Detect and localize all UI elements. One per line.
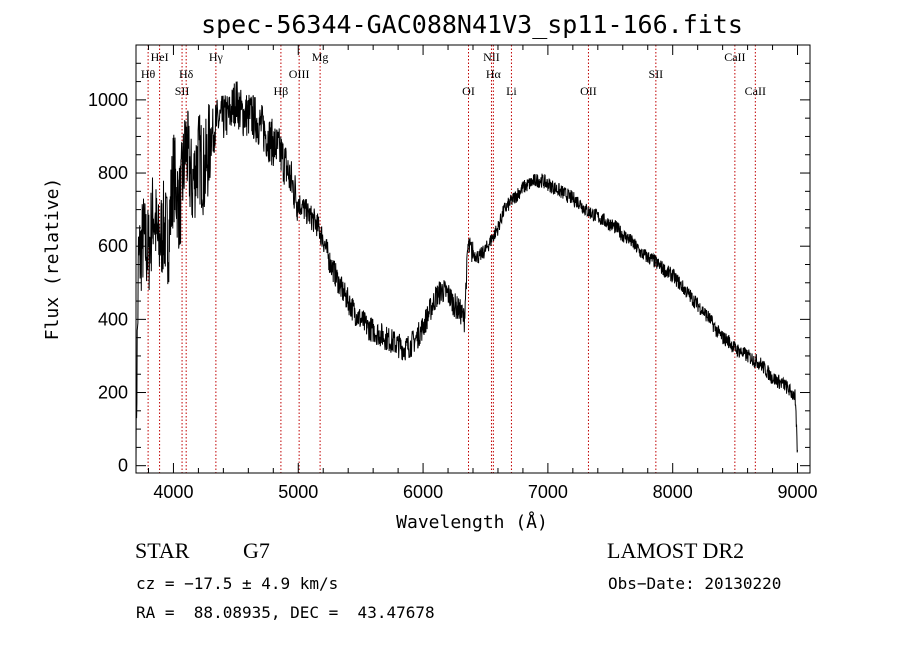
- line-label-15: CaII: [745, 84, 766, 98]
- y-axis-label: Flux (relative): [42, 178, 63, 341]
- x-tick-label-0: 4000: [153, 482, 193, 502]
- x-tick-label-4: 8000: [653, 482, 693, 502]
- x-tick-label-2: 6000: [403, 482, 443, 502]
- x-tick-label-3: 7000: [528, 482, 568, 502]
- x-tick-label-5: 9000: [777, 482, 817, 502]
- survey-name: LAMOST DR2: [607, 538, 745, 563]
- y-tick-label-5: 1000: [88, 90, 128, 110]
- spectrum-series-line: [135, 81, 798, 474]
- coords-text: RA = 88.08935, DEC = 43.47678: [136, 603, 435, 622]
- line-label-10: Hα: [486, 67, 502, 81]
- line-label-8: OI: [462, 84, 475, 98]
- y-tick-label-4: 800: [98, 163, 128, 183]
- y-tick-label-1: 200: [98, 383, 128, 403]
- line-label-1: HeI: [151, 50, 169, 64]
- line-label-9: NII: [483, 50, 500, 64]
- y-tick-label-3: 600: [98, 236, 128, 256]
- line-label-5: Hβ: [274, 84, 289, 98]
- obs-date-text: Obs−Date: 20130220: [608, 574, 782, 593]
- x-tick-label-1: 5000: [278, 482, 318, 502]
- line-label-13: SII: [649, 67, 664, 81]
- line-label-0: Hθ: [141, 67, 156, 81]
- object-class: STAR: [135, 538, 190, 563]
- line-label-14: CaII: [724, 50, 745, 64]
- x-axis-label: Wavelength (Å): [396, 511, 548, 533]
- subclass: G7: [243, 538, 270, 563]
- line-label-6: OIII: [289, 67, 310, 81]
- chart-title: spec-56344-GAC088N41V3_sp11-166.fits: [201, 10, 743, 39]
- y-tick-label-2: 400: [98, 309, 128, 329]
- redshift-text: cz = −17.5 ± 4.9 km/s: [136, 574, 339, 593]
- line-label-3: Hδ: [179, 67, 194, 81]
- line-label-11: Li: [506, 84, 517, 98]
- line-label-4: Hγ: [209, 50, 224, 64]
- line-label-7: Mg: [312, 50, 329, 64]
- line-label-12: OII: [580, 84, 597, 98]
- y-tick-label-0: 0: [118, 456, 128, 476]
- axis-ticks: 4000 5000 6000 7000 8000 9000 0 200 400 600 800 100…: [88, 45, 818, 502]
- line-label-2: SII: [175, 84, 190, 98]
